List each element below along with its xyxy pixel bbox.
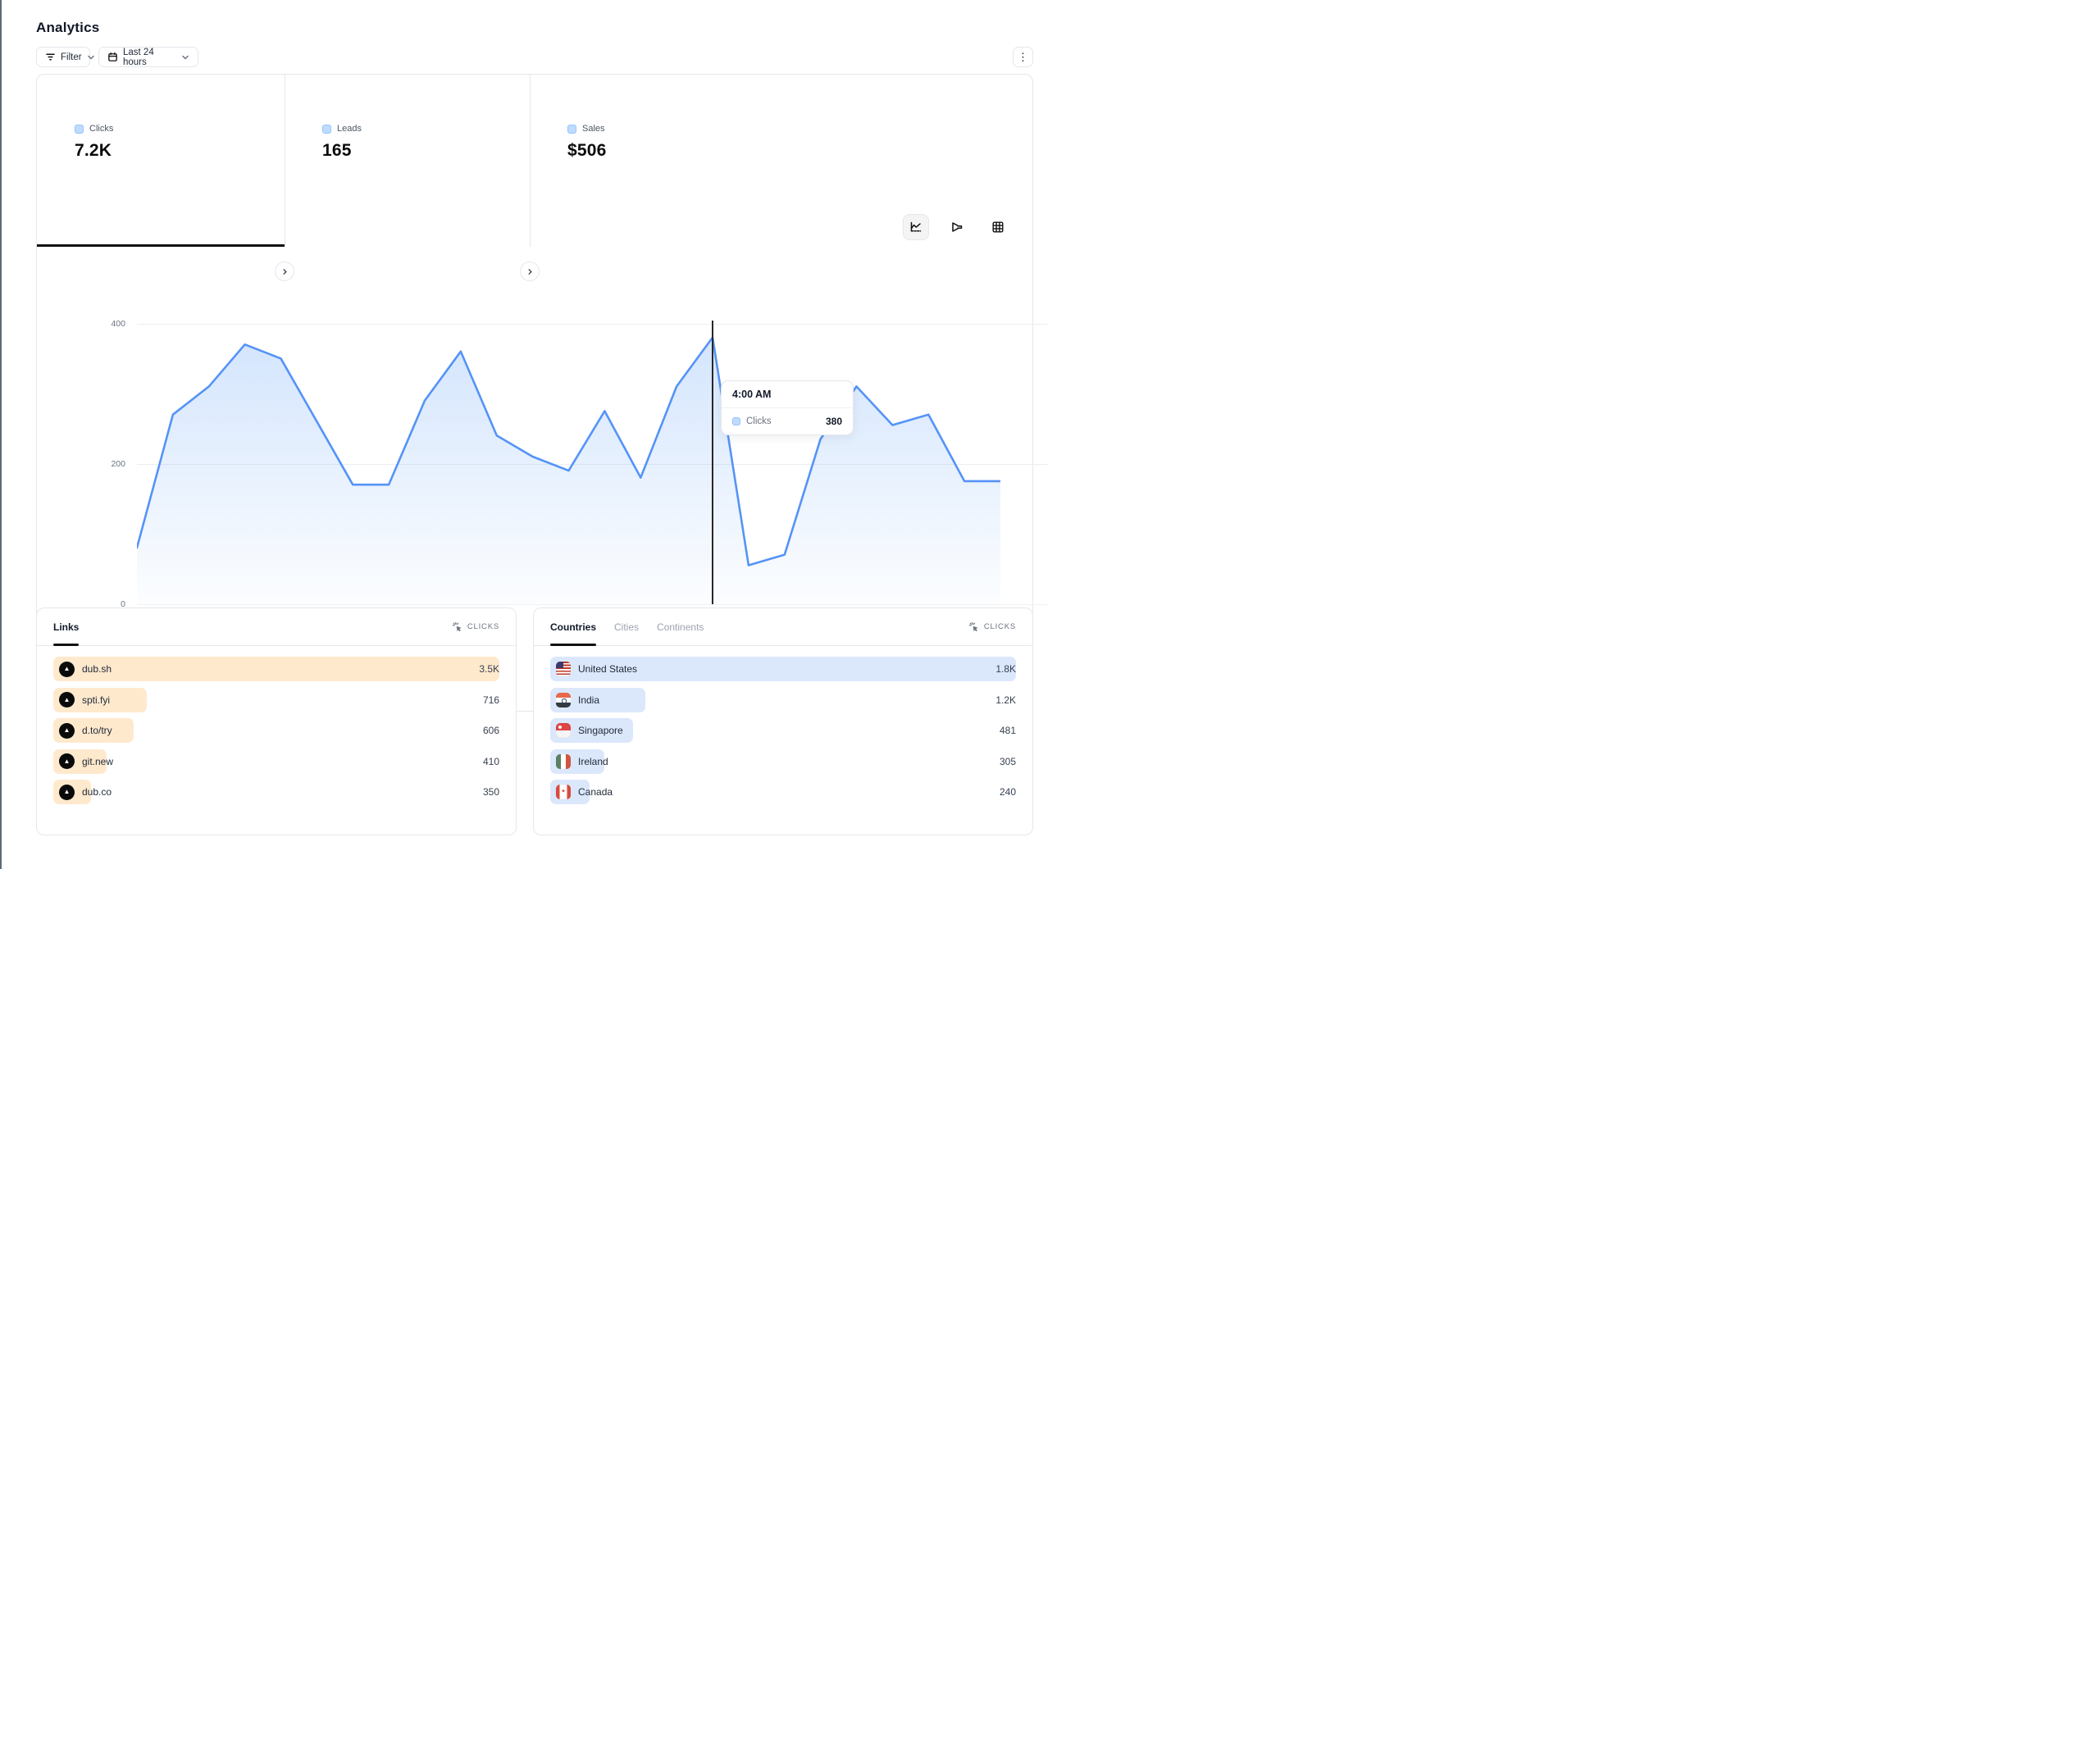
us-flag-icon xyxy=(556,662,571,676)
links-sort-label: CLICKS xyxy=(467,622,499,631)
link-label: git.new xyxy=(82,755,114,767)
country-label: Singapore xyxy=(578,725,623,736)
kebab-menu-icon: ⋮ xyxy=(1018,50,1028,63)
canada-flag-icon xyxy=(556,785,571,799)
link-clicks-value: 350 xyxy=(482,786,499,798)
link-label: d.to/try xyxy=(82,725,112,736)
tab-links[interactable]: Links xyxy=(53,608,80,646)
link-row-dub.sh[interactable]: ▲ dub.sh 3.5K xyxy=(53,657,499,681)
y-axis-tick: 200 xyxy=(111,458,125,469)
clicks-area-chart[interactable] xyxy=(135,321,1002,604)
gridline-400 xyxy=(137,323,1049,325)
tab-clicks[interactable]: Clicks 7.2K xyxy=(37,75,285,247)
filter-label: Filter xyxy=(61,52,82,62)
clicks-metric-square-icon xyxy=(75,124,84,134)
ireland-flag-icon xyxy=(556,753,571,769)
gridline-0 xyxy=(137,603,1049,605)
tooltip-value: 380 xyxy=(825,416,842,427)
filter-button[interactable]: Filter xyxy=(36,47,94,67)
country-row-canada[interactable]: Canada 240 xyxy=(550,780,1016,804)
date-range-button[interactable]: Last 24 hours xyxy=(98,47,198,67)
divider xyxy=(530,75,531,247)
funnel-view-button[interactable] xyxy=(944,214,970,240)
cursor-click-icon xyxy=(452,621,463,633)
country-clicks-value: 240 xyxy=(999,786,1016,798)
grid-view-button[interactable] xyxy=(985,214,1011,240)
calendar-icon xyxy=(107,52,118,62)
y-axis-tick: 400 xyxy=(111,318,125,329)
countries-sort-by-clicks-button[interactable]: CLICKS xyxy=(968,621,1016,633)
link-row-git.new[interactable]: ▲ git.new 410 xyxy=(53,748,499,774)
page-title: Analytics xyxy=(36,20,100,35)
cursor-click-icon xyxy=(968,621,980,633)
more-options-button[interactable]: ⋮ xyxy=(1013,47,1033,67)
dub-logo-icon: ▲ xyxy=(59,753,75,769)
country-row-singapore[interactable]: Singapore 481 xyxy=(550,718,1016,743)
links-sort-by-clicks-button[interactable]: CLICKS xyxy=(452,621,499,633)
tab-countries[interactable]: Countries xyxy=(550,608,597,646)
chevron-down-icon xyxy=(87,53,95,61)
y-axis-tick: 0 xyxy=(121,598,125,609)
sales-value: $506 xyxy=(567,141,607,160)
leads-metric-square-icon xyxy=(322,124,331,134)
expand-leads-chevron-button[interactable] xyxy=(520,262,540,281)
tooltip-series-label: Clicks xyxy=(746,416,772,426)
link-clicks-value: 3.5K xyxy=(479,663,499,675)
country-clicks-value: 1.8K xyxy=(995,663,1016,675)
tooltip-time: 4:00 AM xyxy=(722,381,853,408)
link-label: dub.sh xyxy=(82,663,112,675)
country-row-india[interactable]: India 1.2K xyxy=(550,687,1016,712)
singapore-flag-icon xyxy=(556,723,571,738)
chevron-down-icon xyxy=(181,53,189,61)
tab-cities[interactable]: Cities xyxy=(614,608,639,645)
country-clicks-value: 1.2K xyxy=(995,694,1016,706)
tooltip-metric-square-icon xyxy=(732,417,740,425)
analytics-card: Clicks 7.2K Leads 165 Sales $506 xyxy=(36,74,1049,712)
country-clicks-value: 481 xyxy=(999,725,1016,736)
india-flag-icon xyxy=(556,692,571,707)
country-row-united-states[interactable]: United States 1.8K xyxy=(550,657,1016,681)
leads-value: 165 xyxy=(322,141,352,160)
clicks-value: 7.2K xyxy=(75,141,112,160)
countries-panel: Countries Cities Continents CLICKS Unite… xyxy=(533,607,1033,835)
chart-crosshair-line xyxy=(712,321,713,604)
countries-sort-label: CLICKS xyxy=(983,622,1016,631)
filter-icon xyxy=(45,52,56,62)
dub-logo-icon: ▲ xyxy=(59,661,75,677)
country-row-ireland[interactable]: Ireland 305 xyxy=(550,748,1016,774)
link-row-d.to-try[interactable]: ▲ d.to/try 606 xyxy=(53,718,499,743)
dub-logo-icon: ▲ xyxy=(59,784,75,800)
date-range-label: Last 24 hours xyxy=(123,47,154,67)
link-label: dub.co xyxy=(82,786,112,798)
link-clicks-value: 410 xyxy=(482,755,499,767)
chart-tooltip: 4:00 AM Clicks 380 xyxy=(721,380,854,435)
link-clicks-value: 606 xyxy=(482,725,499,736)
dub-logo-icon: ▲ xyxy=(59,692,75,707)
country-label: India xyxy=(578,694,600,706)
links-tab-label: Links xyxy=(53,621,80,633)
leads-tab-label: Leads xyxy=(337,124,362,134)
sales-tab-label: Sales xyxy=(582,124,605,134)
links-panel: Links CLICKS ▲ dub.sh 3.5K ▲ sp xyxy=(36,607,517,835)
expand-clicks-chevron-button[interactable] xyxy=(275,262,294,281)
tab-leads[interactable]: Leads 165 xyxy=(285,75,530,247)
link-label: spti.fyi xyxy=(82,694,111,706)
tab-sales[interactable]: Sales $506 xyxy=(530,75,775,247)
link-row-dub.co[interactable]: ▲ dub.co 350 xyxy=(53,780,499,804)
link-row-spti.fyi[interactable]: ▲ spti.fyi 716 xyxy=(53,687,499,712)
country-clicks-value: 305 xyxy=(999,755,1016,767)
country-label: Canada xyxy=(578,786,613,798)
country-label: Ireland xyxy=(578,755,608,767)
clicks-tab-label: Clicks xyxy=(89,124,114,134)
line-chart-view-button[interactable] xyxy=(903,214,929,240)
continents-tab-label: Continents xyxy=(657,621,704,633)
country-label: United States xyxy=(578,663,638,675)
tab-continents[interactable]: Continents xyxy=(657,608,704,645)
link-clicks-value: 716 xyxy=(482,694,499,706)
countries-tab-label: Countries xyxy=(550,621,597,633)
sales-metric-square-icon xyxy=(567,124,576,134)
dub-logo-icon: ▲ xyxy=(59,722,75,739)
cities-tab-label: Cities xyxy=(614,621,640,633)
